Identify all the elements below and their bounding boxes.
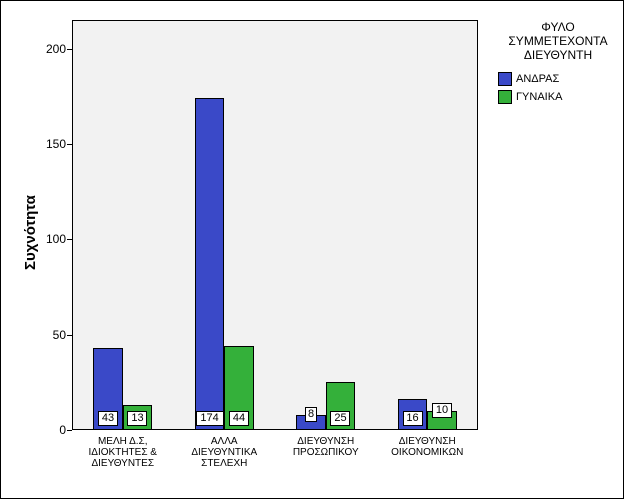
y-tick-label: 100 (32, 232, 66, 246)
legend-item: ΓΥΝΑΙΚΑ (498, 90, 562, 104)
bar-value-label: 174 (196, 411, 224, 426)
legend-swatch (498, 90, 512, 104)
y-tick-label: 150 (32, 137, 66, 151)
bar-value-label: 10 (432, 403, 452, 418)
legend-label: ΓΥΝΑΙΚΑ (516, 91, 562, 103)
legend-item: ΑΝΔΡΑΣ (498, 72, 559, 86)
y-tick-label: 50 (32, 328, 66, 342)
y-tick-mark (67, 239, 72, 240)
bar-value-label: 43 (98, 411, 118, 426)
bar-value-label: 25 (330, 411, 350, 426)
y-tick-mark (67, 335, 72, 336)
legend-label: ΑΝΔΡΑΣ (516, 73, 559, 85)
x-category-label: ΔΙΕΥΘΥΝΣΗ ΟΙΚΟΝΟΜΙΚΩΝ (377, 436, 479, 458)
y-tick-label: 0 (32, 423, 66, 437)
bar-value-label: 13 (127, 411, 147, 426)
x-category-label: ΜΕΛΗ Δ.Σ, ΙΔΙΟΚΤΗΤΕΣ & ΔΙΕΥΘΥΝΤΕΣ (72, 436, 174, 469)
bar-value-label: 16 (403, 411, 423, 426)
bar-value-label: 44 (229, 411, 249, 426)
legend-swatch (498, 72, 512, 86)
x-category-label: ΔΙΕΥΘΥΝΣΗ ΠΡΟΣΩΠΙΚΟΥ (275, 436, 377, 458)
legend-title: ΦΥΛΟ ΣΥΜΜΕΤΕΧΟΝΤΑ ΔΙΕΥΘΥΝΤΗ (498, 20, 618, 62)
y-tick-mark (67, 49, 72, 50)
plot-area (72, 20, 478, 430)
bar-value-label: 8 (305, 407, 317, 422)
x-category-label: ΑΛΛΑ ΔΙΕΥΘΥΝΤΙΚΑ ΣΤΕΛΕΧΗ (174, 436, 276, 469)
y-tick-mark (67, 430, 72, 431)
y-tick-label: 200 (32, 42, 66, 56)
y-tick-mark (67, 144, 72, 145)
bar (195, 98, 224, 430)
